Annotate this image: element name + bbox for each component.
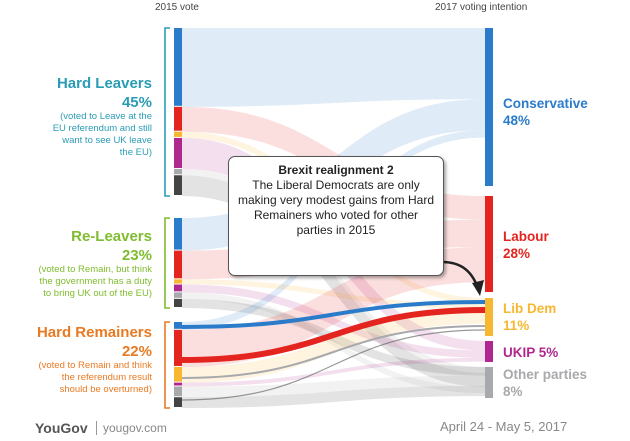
left-bar-segment	[174, 279, 182, 284]
left-bar-segment	[174, 131, 182, 137]
brand-name: YouGov	[35, 420, 88, 436]
footer-url: yougov.com	[103, 421, 167, 435]
party-ukip-label: UKIP	[503, 345, 536, 360]
party-labour-pct: 28%	[503, 246, 531, 261]
party-other: Other parties 8%	[503, 366, 587, 400]
right-bar-other-parties	[485, 367, 493, 398]
left-bar-segment	[174, 137, 182, 169]
left-bar-segment	[174, 386, 182, 397]
group-hard-remainers: Hard Remainers 22% (voted to Remain and …	[0, 324, 152, 396]
left-bar-segment	[174, 397, 182, 407]
note-line: the referendum result	[61, 372, 152, 383]
group-hard-leavers-title: Hard Leavers	[56, 75, 152, 92]
arrow-head	[472, 280, 484, 296]
left-bracket	[164, 27, 170, 197]
left-bracket	[164, 321, 170, 409]
note-line: (voted to Remain and think	[38, 360, 152, 371]
party-lib-dem-label: Lib Dem	[503, 301, 557, 316]
background-flow	[182, 175, 485, 387]
right-column-header: 2017 voting intention	[435, 2, 528, 13]
yougov-logo: YouGov	[35, 420, 88, 436]
footer-divider	[96, 421, 97, 435]
highlighted-flow-conservative	[181, 300, 486, 329]
flow-other-to-libdem	[181, 325, 486, 379]
note-line: (voted to Remain, but think	[38, 264, 152, 275]
party-other-label: Other parties	[503, 367, 588, 382]
left-brackets	[164, 27, 170, 409]
left-bar-segment	[174, 329, 182, 366]
background-flow	[182, 292, 485, 394]
group-hard-remainers-note: (voted to Remain and think the referendu…	[0, 360, 152, 396]
background-flow	[182, 246, 485, 367]
party-lib-dem: Lib Dem 11%	[503, 300, 556, 334]
left-bar-segment	[174, 250, 182, 279]
left-bar-segment	[174, 366, 182, 382]
party-other-pct: 8%	[503, 384, 523, 399]
group-re-leavers-pct: 23%	[121, 247, 152, 264]
party-conservative: Conservative 48%	[503, 95, 588, 129]
left-bar-segment	[174, 218, 182, 250]
left-bars	[174, 28, 182, 407]
group-hard-leavers-note: (voted to Leave at the EU referendum and…	[2, 111, 152, 159]
left-bar-segment	[174, 28, 182, 106]
background-flow	[182, 284, 485, 358]
flow-none-to-libdem	[181, 329, 486, 401]
left-bar-segment	[174, 292, 182, 298]
left-column-header: 2015 vote	[155, 2, 199, 13]
left-bar-segment	[174, 106, 182, 131]
right-bar-ukip	[485, 341, 493, 362]
note-line: want to see UK leave	[62, 135, 152, 146]
left-bar-segment	[174, 169, 182, 175]
group-hard-remainers-title: Hard Remainers	[36, 324, 152, 341]
group-re-leavers-title: Re-Leavers	[71, 228, 152, 245]
party-conservative-pct: 48%	[503, 113, 531, 128]
party-labour-label: Labour	[503, 229, 549, 244]
left-bracket	[164, 217, 170, 309]
background-flow	[182, 28, 485, 107]
note-line: EU referendum and still	[52, 123, 152, 134]
right-bar-lib-dem	[485, 298, 493, 336]
background-flow	[182, 375, 485, 398]
note-line: should be overturned)	[59, 384, 152, 395]
left-bar-segment	[174, 382, 182, 386]
left-bar-segment	[174, 298, 182, 307]
callout-arrow	[441, 260, 484, 296]
note-line: the EU)	[119, 147, 152, 158]
party-lib-dem-pct: 11%	[503, 318, 530, 333]
right-bar-labour	[485, 196, 493, 292]
left-bar-segment	[174, 175, 182, 195]
party-labour: Labour 28%	[503, 228, 549, 262]
note-line: the government has a duty	[39, 276, 153, 287]
group-hard-leavers: Hard Leavers 45% (voted to Leave at the …	[2, 75, 152, 159]
group-re-leavers: Re-Leavers 23% (voted to Remain, but thi…	[0, 228, 152, 300]
party-ukip-pct: 5%	[538, 345, 559, 360]
background-flow	[182, 308, 485, 383]
group-re-leavers-note: (voted to Remain, but think the governme…	[0, 264, 152, 300]
party-conservative-label: Conservative	[503, 96, 588, 111]
left-bar-segment	[174, 322, 182, 329]
left-bar-segment	[174, 284, 182, 292]
party-ukip: UKIP 5%	[503, 344, 558, 361]
callout-title: Brexit realignment 2	[278, 163, 394, 177]
right-bar-conservative	[485, 28, 493, 186]
background-flow	[182, 385, 485, 408]
note-line: (voted to Leave at the	[60, 111, 152, 122]
background-flow	[182, 357, 485, 387]
group-hard-remainers-pct: 22%	[121, 343, 152, 360]
highlighted-flow-labour	[181, 307, 486, 363]
right-bars	[485, 28, 493, 398]
highlighted-flows	[181, 300, 486, 401]
note-line: to bring UK out of the EU)	[43, 288, 152, 299]
group-hard-leavers-pct: 45%	[121, 94, 152, 111]
callout-text: The Liberal Democrats are only making ve…	[237, 178, 435, 237]
background-flow	[182, 279, 485, 309]
annotation-callout: Brexit realignment 2 The Liberal Democra…	[228, 156, 444, 276]
footer-date-range: April 24 - May 5, 2017	[440, 419, 568, 434]
